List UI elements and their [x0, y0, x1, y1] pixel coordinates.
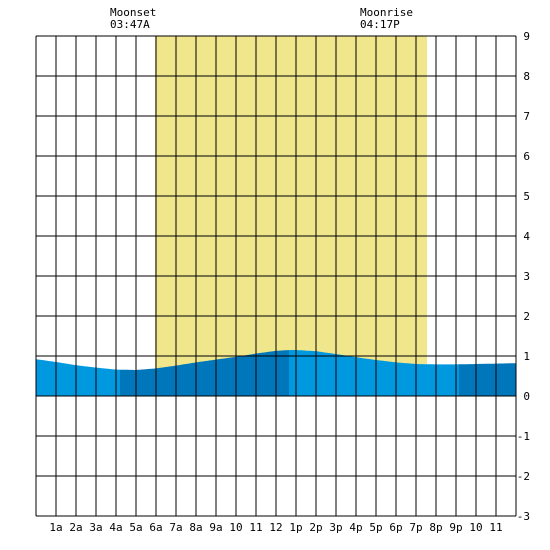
moonset-time: 03:47A	[110, 18, 150, 31]
y-tick-label: 2	[523, 310, 530, 323]
x-tick-label: 1p	[289, 521, 302, 534]
tide-segment-light	[36, 359, 120, 396]
y-tick-label: -2	[517, 470, 530, 483]
y-tick-label: 1	[523, 350, 530, 363]
x-tick-label: 11	[249, 521, 262, 534]
x-tick-label: 1a	[49, 521, 62, 534]
y-tick-label: 3	[523, 270, 530, 283]
y-tick-label: 7	[523, 110, 530, 123]
x-tick-label: 7p	[409, 521, 422, 534]
x-tick-label: 10	[469, 521, 482, 534]
y-tick-label: 6	[523, 150, 530, 163]
x-tick-label: 6a	[149, 521, 162, 534]
tide-segment-dark	[120, 350, 289, 396]
x-tick-label: 2a	[69, 521, 82, 534]
moonrise-time: 04:17P	[360, 18, 400, 31]
x-tick-label: 4a	[109, 521, 122, 534]
y-tick-labels: -3 -2 -1 0 1 2 3 4 5 6 7 8 9	[517, 30, 531, 523]
x-tick-labels: 1a 2a 3a 4a 5a 6a 7a 8a 9a 10 11 12 1p 2p 3p 4p 5p 6p 7p 8p…	[49, 521, 502, 534]
y-tick-label: -3	[517, 510, 530, 523]
y-tick-label: 9	[523, 30, 530, 43]
tide-segment-dark	[459, 363, 516, 396]
y-tick-label: 4	[523, 230, 530, 243]
x-tick-label: 10	[229, 521, 242, 534]
y-tick-label: -1	[517, 430, 530, 443]
x-tick-label: 8p	[429, 521, 442, 534]
y-tick-label: 8	[523, 70, 530, 83]
x-tick-label: 8a	[189, 521, 202, 534]
x-tick-label: 11	[489, 521, 502, 534]
y-tick-label: 0	[523, 390, 530, 403]
x-tick-label: 6p	[389, 521, 402, 534]
x-tick-label: 7a	[169, 521, 182, 534]
x-tick-label: 5a	[129, 521, 142, 534]
x-tick-label: 9a	[209, 521, 222, 534]
x-tick-label: 3a	[89, 521, 102, 534]
daylight-rect	[155, 36, 427, 396]
daylight-band	[155, 36, 427, 396]
y-tick-label: 5	[523, 190, 530, 203]
grid	[35, 35, 517, 517]
x-tick-label: 12	[269, 521, 282, 534]
x-tick-label: 5p	[369, 521, 382, 534]
x-tick-label: 2p	[309, 521, 322, 534]
moonset-label: Moonset	[110, 6, 156, 19]
x-tick-label: 4p	[349, 521, 362, 534]
moonrise-label: Moonrise	[360, 6, 413, 19]
x-tick-label: 9p	[449, 521, 462, 534]
x-tick-label: 3p	[329, 521, 342, 534]
